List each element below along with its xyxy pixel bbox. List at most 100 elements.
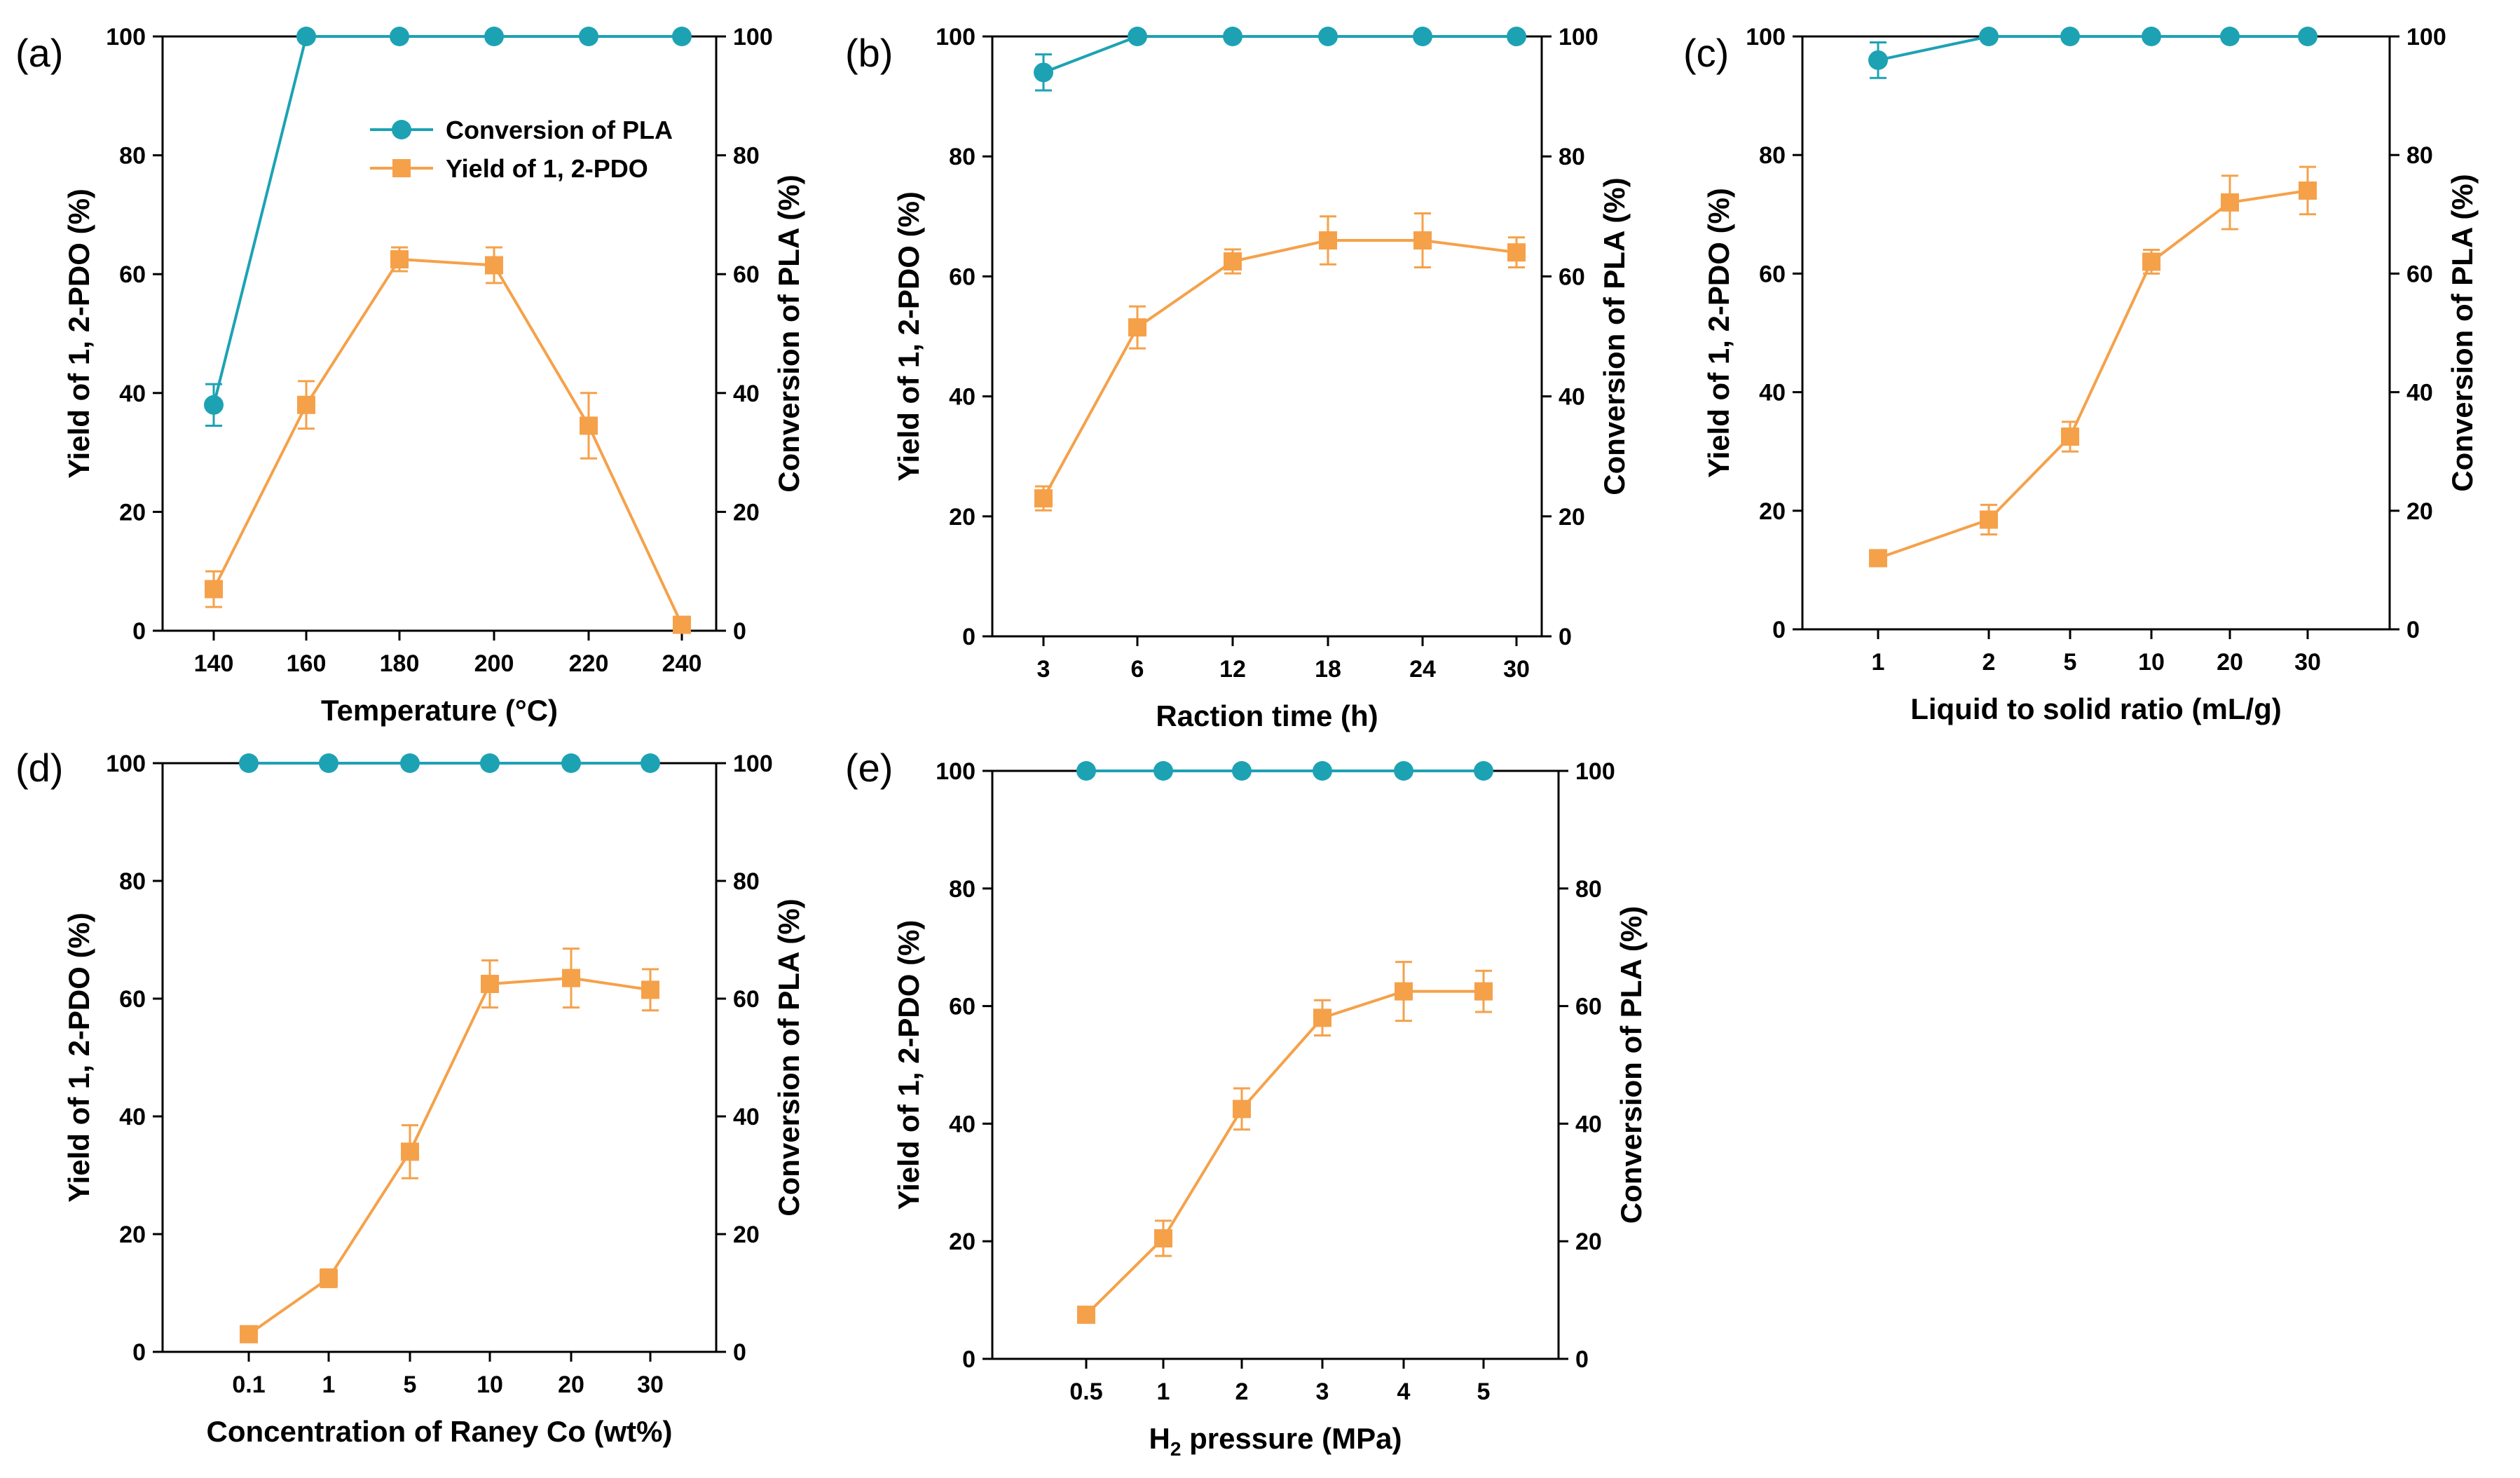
x-tick-label: 30 xyxy=(2294,649,2321,676)
yield-point xyxy=(2061,427,2079,446)
y-right-tick-label: 40 xyxy=(1559,384,1585,411)
conversion-series xyxy=(1076,761,1493,781)
y-right-tick-label: 20 xyxy=(1575,1229,1602,1255)
y-left-tick-label: 20 xyxy=(119,1222,146,1248)
x-tick-label: 200 xyxy=(474,650,514,677)
x-tick-label: 0.5 xyxy=(1069,1378,1102,1405)
conversion-point xyxy=(1507,27,1526,46)
yield-point xyxy=(320,1269,338,1287)
x-axis-title: Raction time (h) xyxy=(1156,699,1378,732)
conversion-point xyxy=(1313,761,1332,781)
conversion-series xyxy=(1868,27,2317,79)
yield-series xyxy=(205,246,691,634)
panel-label: (b) xyxy=(845,31,893,75)
x-tick-label: 3 xyxy=(1037,656,1050,683)
y-right-tick-label: 0 xyxy=(1575,1346,1589,1373)
yield-point xyxy=(2142,252,2161,271)
yield-line xyxy=(212,257,683,626)
conversion-point xyxy=(1128,27,1147,46)
y-left-tick-label: 0 xyxy=(962,1346,975,1373)
x-axis-title-main: H xyxy=(1149,1422,1170,1455)
conversion-point xyxy=(579,27,598,46)
y-right-tick-label: 40 xyxy=(1575,1111,1602,1137)
x-tick-label: 2 xyxy=(1235,1378,1249,1405)
y-right-tick-label: 100 xyxy=(1559,24,1598,50)
yield-point xyxy=(1319,231,1337,250)
y-left-tick-label: 40 xyxy=(949,384,975,411)
yield-point xyxy=(2221,193,2239,212)
legend-yield-marker xyxy=(392,159,411,177)
x-tick-label: 2 xyxy=(1983,649,1996,676)
yield-point xyxy=(1869,549,1887,568)
legend-yield-label: Yield of 1, 2-PDO xyxy=(446,154,648,183)
chart-panel-2: (b) 0 20 40 60 80 100 0 20 40 60 80 100 3 6 12 18 24 30 Yie… xyxy=(845,24,1631,732)
y-left-tick-label: 20 xyxy=(949,1229,975,1255)
chart-panel-4: (d) 0 20 40 60 80 100 0 20 40 60 80 100 0.1 1 5 10 20 30 Yi… xyxy=(15,746,805,1448)
yield-point xyxy=(1034,489,1053,508)
yield-line xyxy=(1085,990,1484,1316)
y-right-tick-label: 40 xyxy=(733,381,760,407)
yield-point xyxy=(401,1142,419,1161)
y-right-axis-title: Conversion of PLA (%) xyxy=(772,175,805,492)
conversion-line xyxy=(212,35,682,406)
yield-point xyxy=(641,980,659,999)
conversion-point xyxy=(2060,27,2080,46)
y-right-tick-label: 80 xyxy=(1559,144,1585,170)
yield-point xyxy=(240,1325,258,1343)
x-axis-title: H2 pressure (MPa) xyxy=(1149,1422,1402,1460)
x-tick-label: 6 xyxy=(1131,656,1144,683)
yield-point xyxy=(390,250,409,268)
conversion-point xyxy=(484,27,504,46)
y-right-tick-label: 60 xyxy=(733,261,760,288)
y-left-tick-label: 40 xyxy=(949,1111,975,1137)
yield-point xyxy=(485,256,503,275)
y-right-tick-label: 20 xyxy=(1559,504,1585,531)
conversion-point xyxy=(1394,761,1413,781)
y-right-tick-label: 80 xyxy=(733,868,760,895)
y-left-tick-label: 60 xyxy=(119,261,146,288)
x-tick-label: 5 xyxy=(2064,649,2077,676)
y-left-axis-title: Yield of 1, 2-PDO (%) xyxy=(1702,188,1735,478)
conversion-point xyxy=(204,395,224,415)
y-left-tick-label: 80 xyxy=(949,876,975,903)
x-tick-label: 160 xyxy=(287,650,327,677)
yield-point xyxy=(673,615,691,634)
plot-frame xyxy=(991,35,1543,638)
panel-label: (a) xyxy=(15,31,63,75)
conversion-point xyxy=(672,27,692,46)
panel-label: (e) xyxy=(845,746,893,790)
x-axis-title: Concentration of Raney Co (wt%) xyxy=(206,1415,672,1448)
y-left-tick-label: 0 xyxy=(132,1339,146,1366)
conversion-series xyxy=(1034,27,1526,92)
yield-point xyxy=(1507,243,1526,262)
conversion-series xyxy=(239,753,660,773)
x-tick-label: 30 xyxy=(637,1371,664,1398)
yield-point xyxy=(1413,231,1432,250)
chart-panel-3: (c) 0 20 40 60 80 100 0 20 40 60 80 100 1 2 5 10 20 30 Yiel… xyxy=(1683,24,2479,725)
x-tick-label: 5 xyxy=(1477,1378,1491,1405)
y-right-tick-label: 0 xyxy=(1559,624,1572,650)
y-right-tick-label: 60 xyxy=(733,986,760,1013)
x-tick-label: 20 xyxy=(2217,649,2243,676)
conversion-point xyxy=(2298,27,2317,46)
y-left-axis-title: Yield of 1, 2-PDO (%) xyxy=(62,189,95,479)
y-left-tick-label: 0 xyxy=(962,624,975,650)
y-right-tick-label: 40 xyxy=(2406,380,2433,406)
conversion-point xyxy=(1034,62,1053,83)
x-axis-title: Temperature (°C) xyxy=(321,694,558,727)
x-tick-label: 10 xyxy=(477,1371,503,1398)
y-left-tick-label: 0 xyxy=(1772,617,1786,643)
y-left-tick-label: 100 xyxy=(106,24,146,50)
y-left-tick-label: 100 xyxy=(936,758,975,785)
x-tick-label: 4 xyxy=(1397,1378,1411,1405)
y-left-tick-label: 80 xyxy=(119,868,146,895)
conversion-point xyxy=(2142,27,2161,46)
y-left-tick-label: 40 xyxy=(119,381,146,407)
x-tick-label: 0.1 xyxy=(232,1371,265,1398)
conversion-point xyxy=(1076,761,1096,781)
x-tick-label: 18 xyxy=(1315,656,1341,683)
y-left-tick-label: 40 xyxy=(1759,380,1786,406)
y-right-tick-label: 20 xyxy=(733,1222,760,1248)
y-right-tick-label: 60 xyxy=(1575,994,1602,1020)
